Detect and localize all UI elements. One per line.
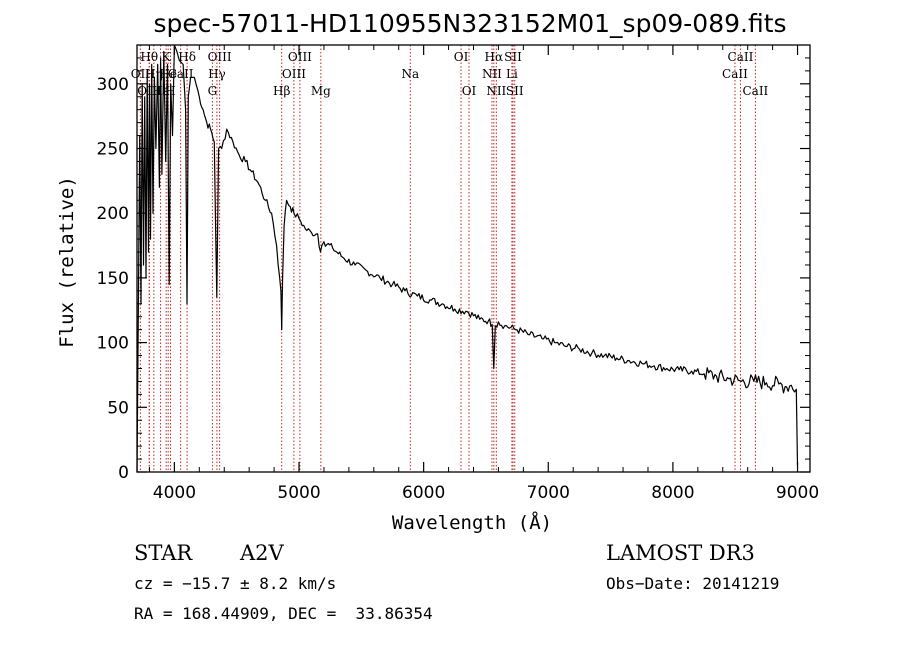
spectral-line-label: Hγ xyxy=(208,67,226,81)
spectral-line-label: OIII xyxy=(288,50,312,64)
spectral-line-label: Hα xyxy=(485,50,504,64)
y-axis-ticks: 0 50 100 150 200 250 300 xyxy=(97,57,810,483)
spectrum-series-line xyxy=(136,44,799,473)
x-axis-label: Wavelength (Å) xyxy=(392,511,552,534)
spectral-line-label: Hθ xyxy=(140,50,158,64)
spectral-line-label: OIII xyxy=(282,67,306,81)
spectral-line-markers xyxy=(139,45,756,472)
spectral-line-label: OII xyxy=(131,67,151,81)
redshift-info: cz = −15.7 ± 8.2 km/s xyxy=(134,574,336,593)
spectral-line-label: CaII xyxy=(742,84,768,98)
spectral-line-label: NII xyxy=(482,67,502,81)
x-tick-label: 5000 xyxy=(277,483,320,503)
y-tick-label: 250 xyxy=(97,140,129,160)
y-axis-label: Flux (relative) xyxy=(56,176,78,348)
spectral-line-label: OI xyxy=(462,84,477,98)
spectral-line-label: OIII xyxy=(208,50,232,64)
object-type: STAR xyxy=(134,541,193,565)
spectral-line-label: SII xyxy=(506,84,524,98)
coordinates: RA = 168.44909, DEC = 33.86354 xyxy=(134,604,433,623)
spectral-line-label: OI xyxy=(454,50,469,64)
y-tick-label: 50 xyxy=(107,398,129,418)
spectral-line-label: SII xyxy=(504,50,522,64)
object-subclass: A2V xyxy=(239,541,285,565)
y-tick-label: 100 xyxy=(97,334,129,354)
spectral-line-label: CaII xyxy=(728,50,754,64)
spectral-line-label: Li xyxy=(506,67,518,81)
plot-frame xyxy=(136,44,811,473)
spectral-line-label: NII xyxy=(486,84,506,98)
spectral-line-label: Na xyxy=(401,67,419,81)
y-tick-label: 200 xyxy=(97,204,129,224)
observation-date: Obs−Date: 20141219 xyxy=(606,574,779,593)
spectral-line-label: Hδ xyxy=(178,50,196,64)
spectral-line-label: K xyxy=(162,50,172,64)
y-tick-label: 150 xyxy=(97,269,129,289)
x-tick-label: 6000 xyxy=(402,483,445,503)
y-tick-label: 300 xyxy=(97,75,129,95)
spectral-line-label: Mg xyxy=(311,84,331,98)
y-tick-label: 0 xyxy=(118,463,129,483)
x-tick-label: 7000 xyxy=(527,483,570,503)
x-tick-label: 9000 xyxy=(776,483,819,503)
survey-name: LAMOST DR3 xyxy=(606,541,755,565)
chart-title: spec-57011-HD110955N323152M01_sp09-089.f… xyxy=(153,9,786,38)
x-tick-label: 8000 xyxy=(651,483,694,503)
spectral-line-label: Hβ xyxy=(273,84,290,98)
spectral-line-label: G xyxy=(208,84,218,98)
x-tick-label: 4000 xyxy=(153,483,196,503)
x-axis-ticks: 4000 5000 6000 7000 8000 9000 xyxy=(148,45,819,503)
spectral-line-label: CaII xyxy=(722,67,748,81)
